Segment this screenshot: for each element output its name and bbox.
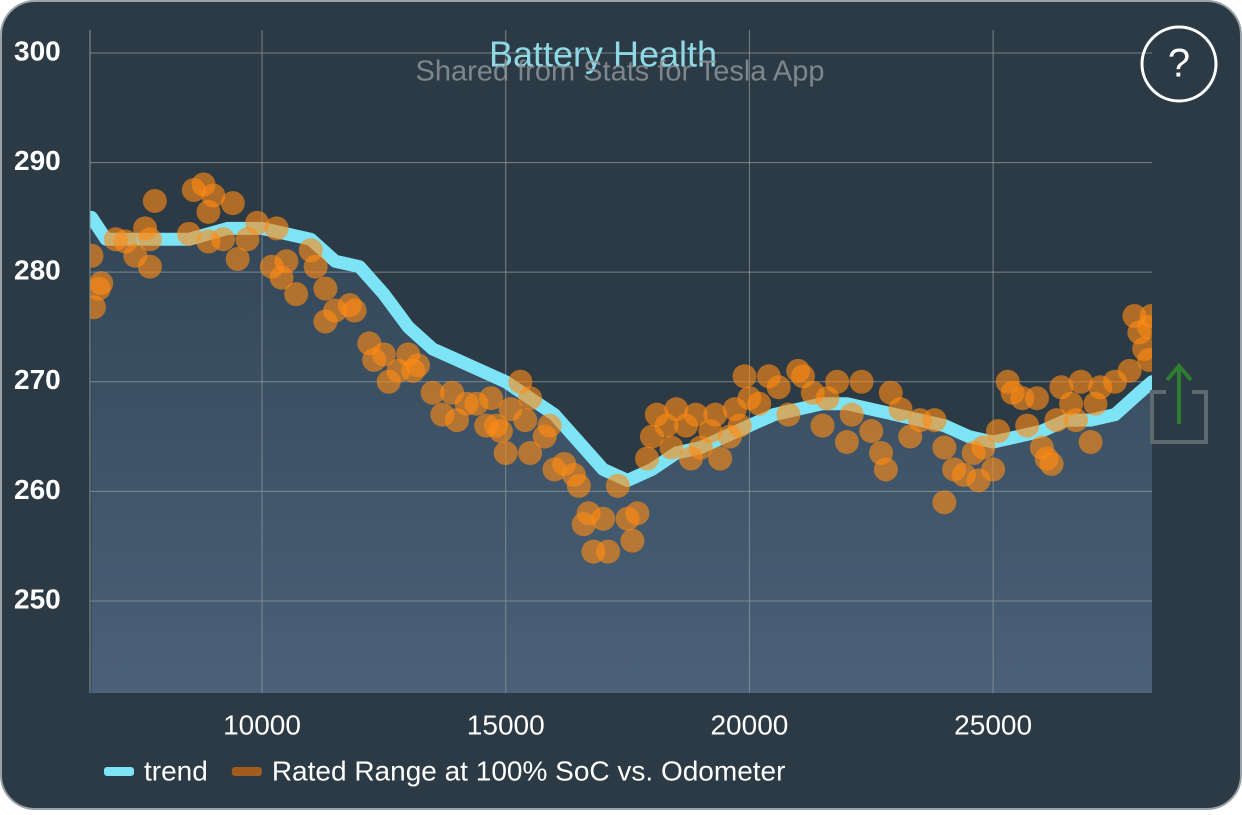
scatter-point [513, 408, 538, 433]
y-tick-label: 260 [14, 474, 61, 505]
legend-label: trend [144, 755, 208, 786]
scatter-point [90, 243, 104, 268]
scatter-point [708, 446, 733, 471]
legend-label: Rated Range at 100% SoC vs. Odometer [272, 755, 786, 786]
scatter-point [683, 402, 708, 427]
scatter-point [137, 254, 162, 279]
scatter-point [1039, 451, 1064, 476]
scatter-point [591, 506, 616, 531]
scatter-point [488, 419, 513, 444]
scatter-point [313, 276, 338, 301]
scatter-point [1044, 408, 1069, 433]
scatter-point [274, 249, 299, 274]
scatter-point [1024, 386, 1049, 411]
y-tick-label: 250 [14, 583, 61, 614]
scatter-point [1078, 430, 1103, 455]
scatter-point [1117, 358, 1142, 383]
scatter-point [971, 435, 996, 460]
scatter-point [518, 386, 543, 411]
scatter-point [137, 227, 162, 252]
scatter-point [873, 457, 898, 482]
trend-area [91, 217, 1152, 693]
scatter-point [766, 375, 791, 400]
y-tick-label: 280 [14, 255, 61, 286]
scatter-point [284, 282, 309, 307]
scatter-point [727, 413, 752, 438]
scatter-point [834, 430, 859, 455]
scatter-point [1015, 413, 1040, 438]
scatter-point [859, 419, 884, 444]
scatter-point [566, 473, 591, 498]
scatter-point [981, 457, 1006, 482]
legend-swatch [231, 767, 262, 776]
scatter-point [264, 216, 289, 241]
scatter-point [1139, 304, 1152, 329]
scatter-point [659, 435, 684, 460]
scatter-point [1068, 369, 1093, 394]
scatter-point [703, 402, 728, 427]
scatter-point [518, 441, 543, 466]
scatter-point [888, 397, 913, 422]
plot-area [90, 30, 1152, 693]
scatter-point [810, 413, 835, 438]
help-button[interactable]: ? [1140, 25, 1218, 103]
scatter-point [596, 539, 621, 564]
chart-subtitle: Shared from Stats for Tesla App [416, 56, 825, 88]
scatter-point [922, 408, 947, 433]
scatter-point [732, 364, 757, 389]
y-tick-label: 300 [14, 35, 61, 66]
x-tick-label: 10000 [223, 709, 301, 740]
help-label[interactable]: ? [1168, 42, 1190, 86]
scatter-point [245, 210, 270, 235]
scatter-point [1063, 408, 1088, 433]
share-arrow[interactable] [1165, 362, 1193, 424]
scatter-point [479, 386, 504, 411]
scatter-point [211, 227, 236, 252]
scatter-point [776, 402, 801, 427]
scatter-point [90, 295, 106, 320]
scatter-point [932, 435, 957, 460]
scatter-point [747, 391, 772, 416]
scatter-point [839, 402, 864, 427]
scatter-point [201, 183, 226, 208]
scatter-point [303, 254, 328, 279]
scatter-point [371, 342, 396, 367]
x-tick-label: 20000 [710, 709, 788, 740]
scatter-point [625, 501, 650, 526]
scatter-point [537, 413, 562, 438]
scatter-point [420, 380, 445, 405]
scatter-point [1137, 347, 1152, 372]
scatter-point [825, 369, 850, 394]
scatter-point [932, 490, 957, 515]
scatter-point [406, 353, 431, 378]
scatter-point [342, 298, 367, 323]
scatter-point [493, 441, 518, 466]
scatter-point [142, 188, 167, 213]
scatter-point [605, 473, 630, 498]
scatter-point [635, 446, 660, 471]
y-tick-label: 290 [14, 145, 61, 176]
share-button[interactable] [1150, 362, 1208, 444]
share-box[interactable] [1150, 390, 1208, 444]
scatter-point [985, 419, 1010, 444]
scatter-point [90, 271, 114, 296]
scatter-point [176, 221, 201, 246]
scatter-point [849, 369, 874, 394]
x-tick-label: 25000 [954, 709, 1032, 740]
scatter-point [225, 247, 250, 272]
scatter-point [620, 528, 645, 553]
scatter-point [220, 191, 245, 216]
x-tick-label: 15000 [467, 709, 545, 740]
legend-swatch [104, 767, 134, 776]
help-circle[interactable] [1140, 25, 1218, 103]
chart-title: Battery Health [489, 34, 717, 75]
y-tick-label: 270 [14, 364, 61, 395]
